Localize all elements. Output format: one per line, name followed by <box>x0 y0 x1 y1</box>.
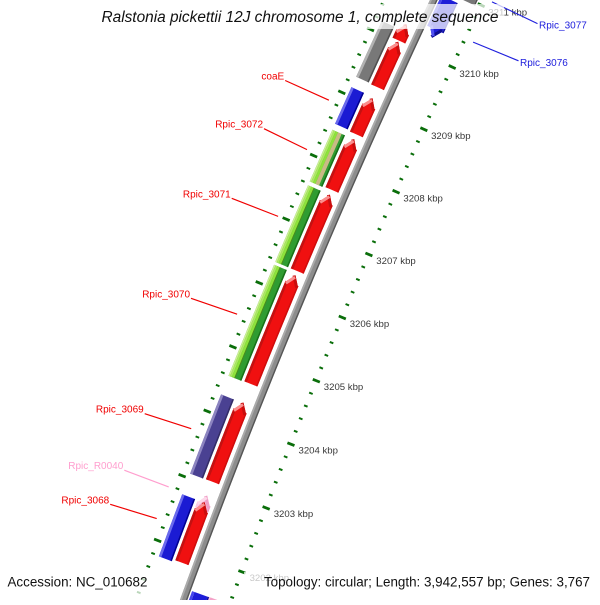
svg-text:3204 kbp: 3204 kbp <box>299 446 338 457</box>
svg-text:Rpic_3069: Rpic_3069 <box>96 405 144 416</box>
svg-text:Rpic_3071: Rpic_3071 <box>183 189 231 200</box>
svg-text:Rpic_3077: Rpic_3077 <box>539 21 587 32</box>
svg-text:3209 kbp: 3209 kbp <box>431 131 470 142</box>
svg-text:3205 kbp: 3205 kbp <box>324 382 363 393</box>
svg-text:Rpic_R0040: Rpic_R0040 <box>68 461 123 472</box>
svg-text:Rpic_3072: Rpic_3072 <box>215 120 263 131</box>
svg-text:Accession: NC_010682: Accession: NC_010682 <box>8 574 148 589</box>
svg-text:Topology: circular; Length: 3,: Topology: circular; Length: 3,942,557 bp… <box>264 574 590 589</box>
svg-text:coaE: coaE <box>261 72 284 83</box>
svg-text:3206 kbp: 3206 kbp <box>350 319 389 330</box>
svg-text:Rpic_3070: Rpic_3070 <box>142 289 190 300</box>
svg-text:Rpic_3076: Rpic_3076 <box>520 58 568 69</box>
svg-text:3208 kbp: 3208 kbp <box>403 194 442 205</box>
svg-text:Rpic_3068: Rpic_3068 <box>61 495 109 506</box>
svg-text:3211 kbp: 3211 kbp <box>488 7 527 18</box>
svg-text:3210 kbp: 3210 kbp <box>459 69 498 80</box>
svg-text:3207 kbp: 3207 kbp <box>376 256 415 267</box>
svg-text:3203 kbp: 3203 kbp <box>274 509 313 520</box>
svg-text:Ralstonia pickettii 12J chromo: Ralstonia pickettii 12J chromosome 1, co… <box>102 9 499 26</box>
